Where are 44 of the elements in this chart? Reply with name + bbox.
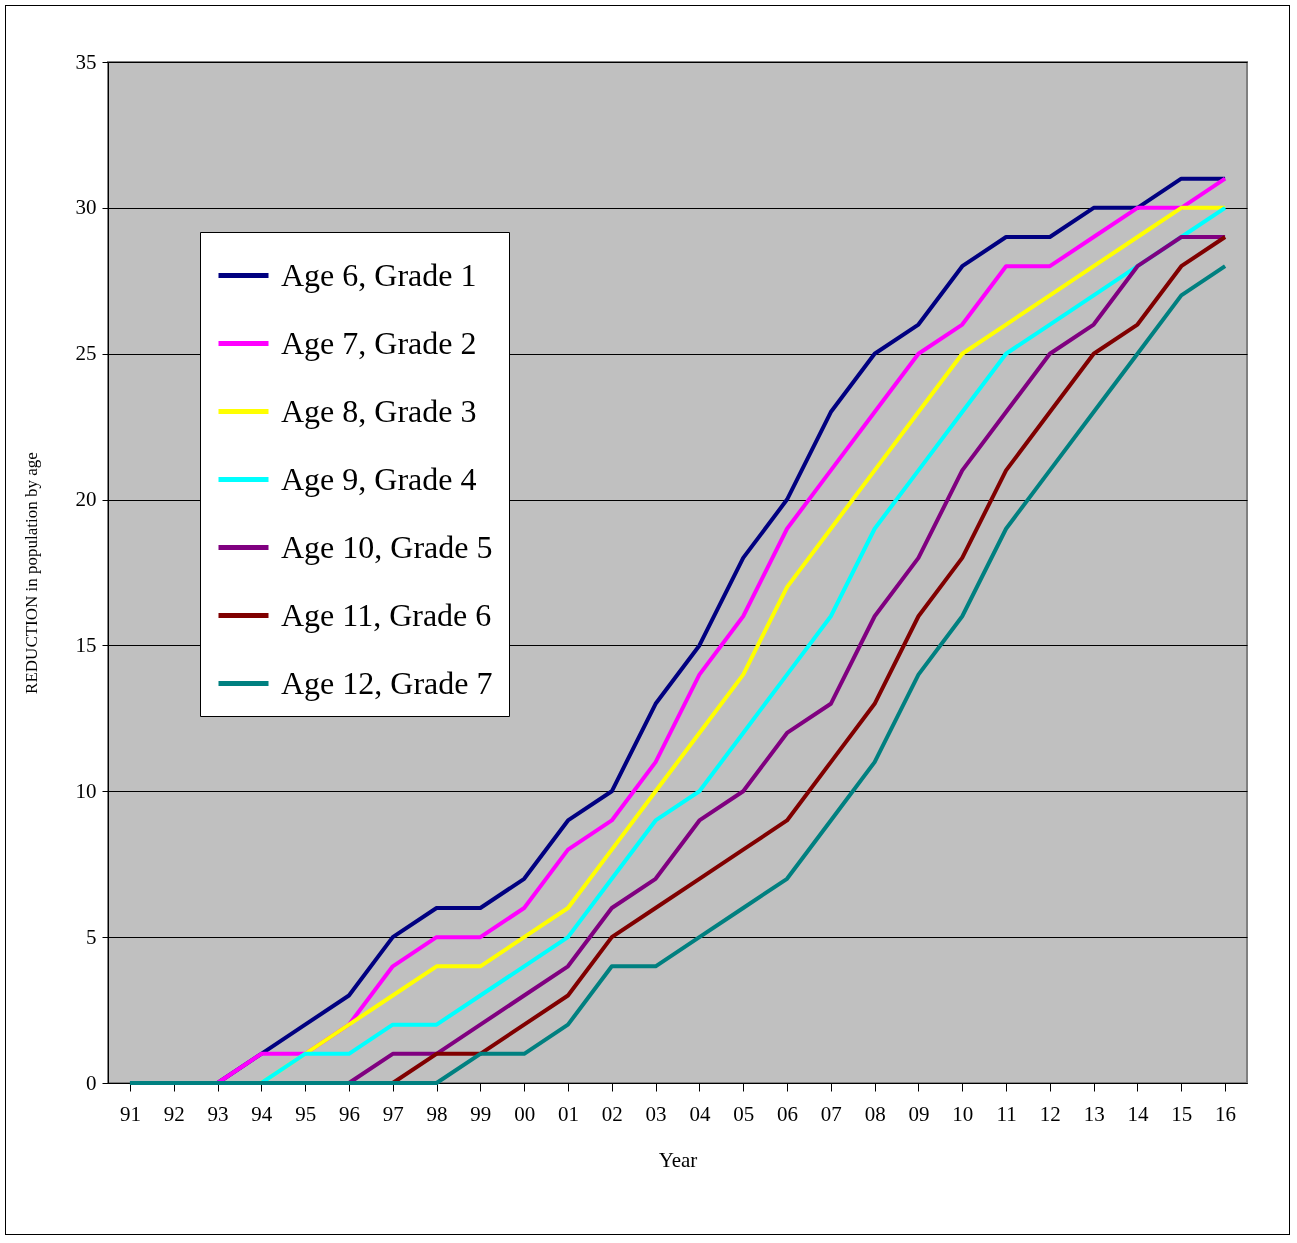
x-tick-label: 03 bbox=[645, 1101, 667, 1126]
legend-label: Age 9, Grade 4 bbox=[281, 460, 477, 497]
x-tick-label: 05 bbox=[733, 1101, 755, 1126]
x-tick-label: 01 bbox=[557, 1101, 579, 1126]
legend-label: Age 12, Grade 7 bbox=[281, 664, 493, 701]
y-axis-title: REDUCTION in population by age bbox=[21, 452, 41, 694]
x-tick-label: 12 bbox=[1039, 1101, 1061, 1126]
legend-label: Age 11, Grade 6 bbox=[281, 596, 492, 633]
x-tick-label: 00 bbox=[514, 1101, 536, 1126]
x-tick-label: 91 bbox=[119, 1101, 141, 1126]
x-tick-label: 04 bbox=[689, 1101, 711, 1126]
x-tick-label: 15 bbox=[1171, 1101, 1193, 1126]
x-tick-label: 08 bbox=[864, 1101, 886, 1126]
y-tick-label: 20 bbox=[75, 487, 97, 512]
x-tick-label: 94 bbox=[251, 1101, 273, 1126]
y-tick-label: 10 bbox=[75, 778, 97, 803]
legend-label: Age 6, Grade 1 bbox=[281, 256, 477, 293]
x-tick-label: 09 bbox=[908, 1101, 930, 1126]
y-tick-label: 15 bbox=[75, 632, 97, 657]
x-tick-label: 93 bbox=[207, 1101, 229, 1126]
y-tick-label: 25 bbox=[75, 341, 97, 366]
x-tick-label: 16 bbox=[1215, 1101, 1237, 1126]
x-tick-label: 11 bbox=[996, 1101, 1017, 1126]
x-tick-label: 06 bbox=[777, 1101, 799, 1126]
line-series bbox=[127, 264, 1228, 1085]
x-tick-label: 02 bbox=[601, 1101, 623, 1126]
y-tick-label: 5 bbox=[86, 924, 97, 949]
x-tick-label: 98 bbox=[426, 1101, 448, 1126]
x-tick-label: 13 bbox=[1083, 1101, 1105, 1126]
legend-label: Age 8, Grade 3 bbox=[281, 392, 477, 429]
y-tick-label: 35 bbox=[75, 49, 97, 74]
legend-label: Age 10, Grade 5 bbox=[281, 528, 493, 565]
x-tick-label: 97 bbox=[382, 1101, 404, 1126]
x-tick-label: 10 bbox=[952, 1101, 974, 1126]
x-tick-label: 99 bbox=[470, 1101, 492, 1126]
y-tick-label: 0 bbox=[86, 1070, 97, 1095]
x-axis-title: Year bbox=[658, 1147, 698, 1172]
x-tick-label: 14 bbox=[1127, 1101, 1149, 1126]
x-tick-label: 96 bbox=[338, 1101, 360, 1126]
legend-label: Age 7, Grade 2 bbox=[281, 324, 477, 361]
x-tick-label: 92 bbox=[163, 1101, 185, 1126]
y-tick-label: 30 bbox=[75, 195, 97, 220]
x-tick-label: 07 bbox=[820, 1101, 842, 1126]
x-tick-label: 95 bbox=[295, 1101, 317, 1126]
